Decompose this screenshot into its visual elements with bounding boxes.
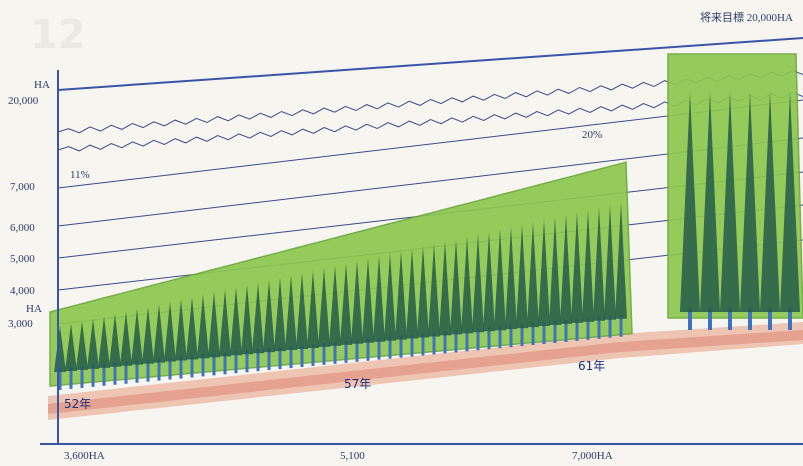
tree-mark (208, 292, 220, 358)
tree-mark (219, 289, 231, 357)
tree-mark (307, 270, 319, 348)
point-label: 57年 (344, 377, 371, 391)
point-label: 61年 (578, 359, 605, 373)
tree-mark (560, 214, 572, 324)
y-unit-bottom: HA (26, 303, 42, 315)
tree-mark (351, 260, 363, 344)
tree-mark (164, 301, 176, 362)
tree-mark (450, 238, 462, 335)
tree-mark (340, 263, 352, 345)
tree-mark (109, 313, 121, 367)
tree-mark (483, 231, 495, 332)
tree-mark (263, 280, 275, 353)
tree-mark (720, 92, 740, 312)
percent-label: 20% (582, 129, 602, 141)
ground-bands (48, 322, 803, 420)
ground-band (48, 330, 803, 414)
tree-mark (406, 248, 418, 339)
y-tick-label: 5,000 (10, 253, 35, 265)
tree-mark (131, 309, 143, 365)
y-tick-label: 6,000 (10, 222, 35, 234)
tree-mark (252, 282, 264, 354)
tree-marks (54, 92, 800, 390)
y-tick-label: 20,000 (8, 95, 39, 107)
tree-mark (461, 236, 473, 334)
tree-mark (505, 226, 517, 330)
tree-mark (604, 205, 616, 320)
tree-mark (65, 323, 77, 371)
target-label: 将来目標 20,000HA (700, 10, 793, 24)
tree-mark (395, 250, 407, 340)
background-number: 12 (30, 12, 86, 58)
tree-mark (87, 318, 99, 369)
tree-mark (175, 299, 187, 361)
tree-mark (740, 92, 760, 312)
tree-mark (373, 255, 385, 342)
tree-mark (780, 92, 800, 312)
tree-mark (120, 311, 132, 366)
y-unit-top: HA (34, 79, 50, 91)
tree-mark (329, 265, 341, 346)
point-label: 52年 (64, 397, 91, 411)
tree-mark (384, 253, 396, 341)
tree-mark (549, 217, 561, 325)
tree-mark (153, 304, 165, 363)
y-tick-label: 4,000 (10, 285, 35, 297)
ground-band (48, 322, 803, 420)
tree-mark (76, 321, 88, 370)
tree-mark (494, 229, 506, 331)
tree-mark (197, 294, 209, 359)
x-tick-label: 3,600HA (64, 450, 105, 462)
x-tick-label: 7,000HA (572, 450, 613, 462)
tree-mark (439, 241, 451, 336)
y-tick-label: 7,000 (10, 181, 35, 193)
tree-mark (700, 92, 720, 312)
tree-mark (428, 243, 440, 337)
tree-mark (516, 224, 528, 329)
tree-mark (241, 284, 253, 355)
x-tick-label: 5,100 (340, 450, 365, 462)
tree-mark (615, 202, 627, 319)
tree-mark (230, 287, 242, 356)
top-line (57, 37, 803, 91)
tree-mark (582, 209, 594, 322)
tree-mark (296, 272, 308, 350)
tree-mark (680, 92, 700, 312)
y-tick-label: 3,000 (8, 318, 33, 330)
tree-mark (538, 219, 550, 327)
tree-mark (362, 258, 374, 343)
tree-mark (472, 234, 484, 333)
tree-mark (274, 277, 286, 352)
tree-mark (760, 92, 780, 312)
tree-mark (417, 246, 429, 338)
tree-mark (98, 316, 110, 368)
tree-mark (142, 306, 154, 364)
tree-mark (527, 221, 539, 328)
tree-mark (593, 207, 605, 321)
percent-label: 11% (70, 169, 90, 181)
tree-mark (571, 212, 583, 323)
tree-mark (285, 275, 297, 351)
tree-mark (318, 267, 330, 347)
tree-mark (186, 296, 198, 360)
